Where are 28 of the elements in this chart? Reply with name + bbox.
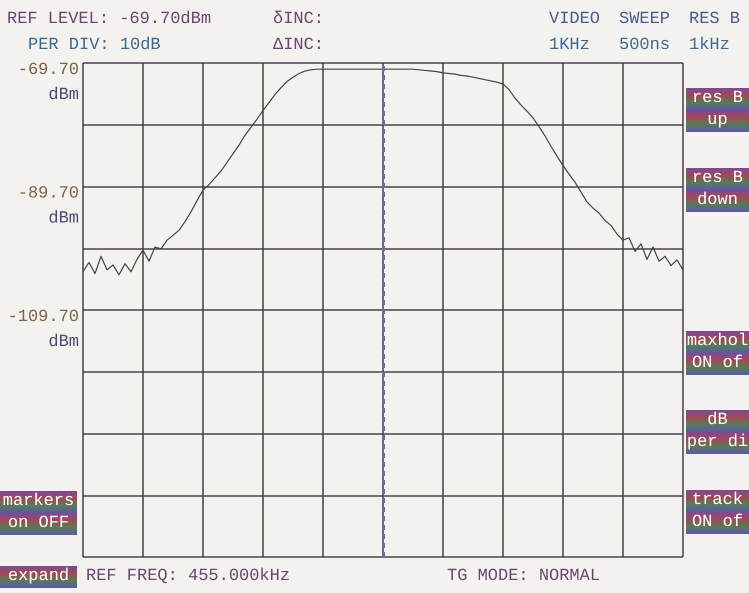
button: down <box>686 190 749 212</box>
button: res B <box>686 88 749 110</box>
button: ON of <box>686 353 749 375</box>
button: on OFF <box>0 513 77 535</box>
button: dB <box>686 410 749 432</box>
text: REF LEVEL: -69.70dBm <box>7 10 212 30</box>
button: markers <box>0 491 77 513</box>
text: RES B <box>689 10 740 30</box>
text: VIDEO <box>549 10 600 30</box>
text: 1kHz <box>689 36 730 56</box>
button: up <box>686 110 749 132</box>
button: ON of <box>686 512 749 534</box>
text: TG MODE: NORMAL <box>447 567 600 587</box>
button: maxhol <box>686 331 749 353</box>
button: per di <box>686 432 749 454</box>
text: 500ns <box>619 36 670 56</box>
button: track <box>686 490 749 512</box>
text: PER DIV: 10dB <box>28 36 161 56</box>
y-tick-label: -69.70 dBm <box>18 61 79 105</box>
y-tick-label: -89.70 dBm <box>18 184 79 228</box>
text: SWEEP <box>619 10 670 30</box>
text: REF FREQ: 455.000kHz <box>86 567 290 587</box>
button: res B <box>686 168 749 190</box>
text: ΔINC: <box>273 36 324 56</box>
text: 1KHz <box>549 36 590 56</box>
text: δINC: <box>273 10 324 30</box>
y-tick-label: -109.70 dBm <box>8 308 79 352</box>
button: expand <box>0 566 77 588</box>
